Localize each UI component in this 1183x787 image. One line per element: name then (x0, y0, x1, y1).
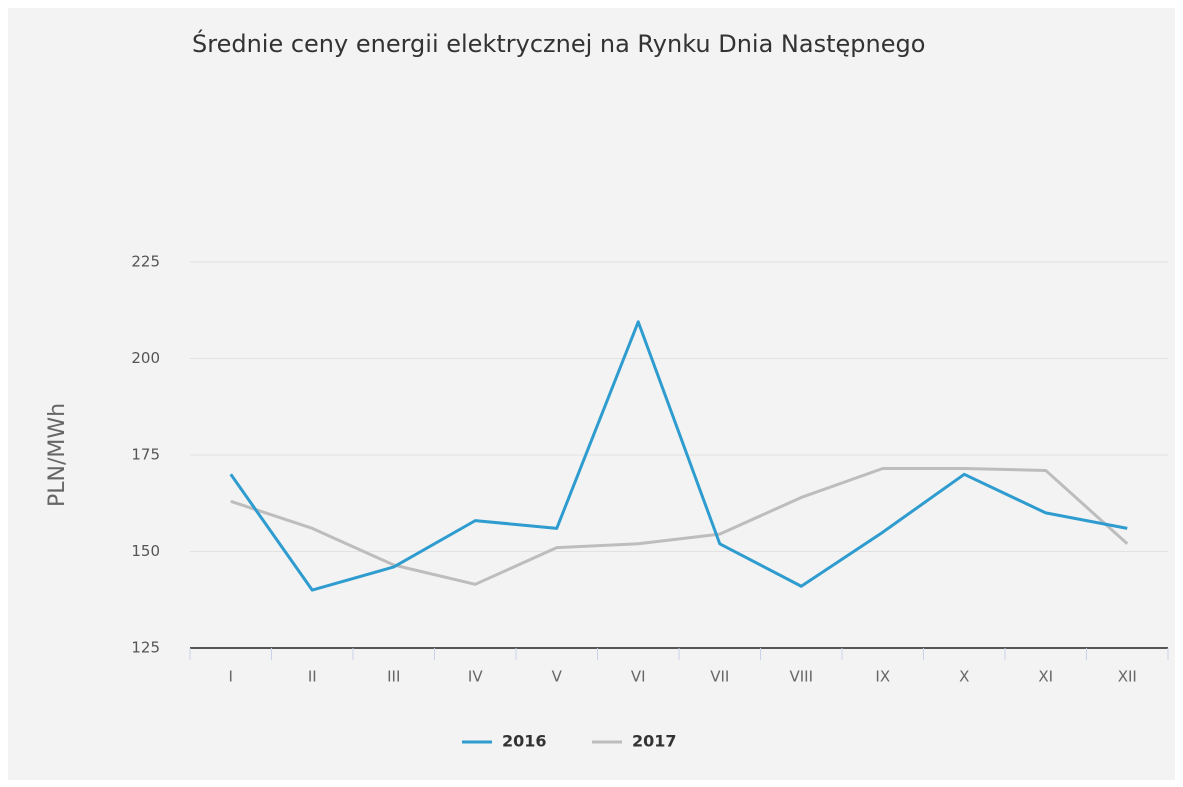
x-tick-label: IV (468, 668, 483, 686)
y-tick-label: 175 (131, 446, 160, 464)
y-axis-label: PLN/MWh (45, 403, 70, 507)
y-tick-label: 125 (131, 639, 160, 657)
legend-label: 2017 (632, 732, 677, 751)
x-tick-label: X (959, 668, 969, 686)
legend-label: 2016 (502, 732, 547, 751)
x-tick-label: V (552, 668, 563, 686)
series-line (230, 467, 1129, 586)
x-tick-label: XII (1118, 668, 1137, 686)
y-tick-label: 150 (131, 542, 160, 560)
chart-background (8, 8, 1175, 780)
x-tick-label: I (229, 668, 233, 686)
y-tick-label: 225 (131, 253, 160, 271)
y-tick-label: 200 (131, 349, 160, 367)
chart-title: Średnie ceny energii elektrycznej na Ryn… (192, 28, 925, 58)
x-tick-label: VI (631, 668, 646, 686)
x-tick-label: II (308, 668, 317, 686)
x-tick-label: XI (1038, 668, 1053, 686)
x-tick-label: VIII (789, 668, 813, 686)
series-line (229, 320, 1128, 592)
x-tick-label: VII (710, 668, 729, 686)
x-tick-label: III (387, 668, 400, 686)
x-tick-label: IX (875, 668, 890, 686)
